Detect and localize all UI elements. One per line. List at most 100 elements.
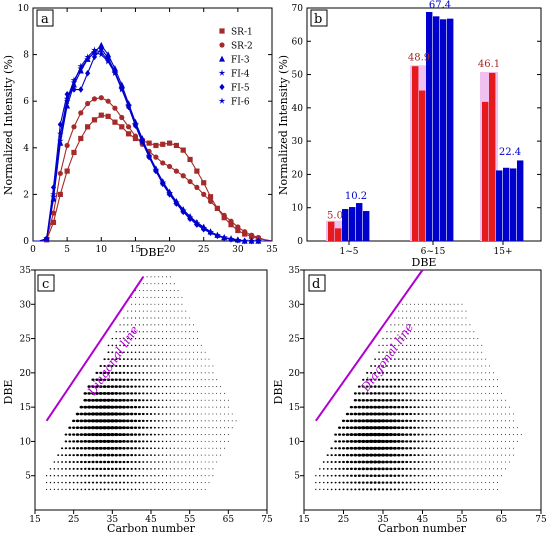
data-point (196, 468, 198, 470)
data-point (465, 317, 467, 319)
data-point (165, 365, 168, 367)
data-point (220, 399, 222, 401)
data-point (102, 405, 107, 409)
data-point (161, 406, 164, 408)
data-point (177, 351, 179, 353)
data-point (461, 454, 463, 456)
panel-d-xtick-label: 75 (535, 515, 547, 525)
data-point (410, 344, 412, 347)
data-point-fi-6 (70, 78, 78, 86)
data-point (177, 385, 179, 388)
data-point (437, 447, 440, 450)
data-point (122, 453, 126, 457)
data-point (449, 317, 451, 319)
data-point (141, 433, 145, 436)
data-point (338, 447, 342, 450)
data-point (386, 331, 388, 333)
data-point (126, 453, 130, 457)
data-point (338, 467, 341, 470)
data-point (118, 446, 122, 450)
data-point (477, 365, 479, 367)
data-point (177, 461, 179, 463)
data-point (134, 454, 137, 457)
data-point (134, 351, 137, 354)
data-point (418, 344, 420, 347)
data-point (489, 461, 491, 463)
data-point (441, 358, 443, 360)
data-point (453, 338, 455, 340)
data-point-sr-2 (64, 142, 70, 149)
data-point (118, 392, 122, 395)
data-point (110, 412, 115, 416)
data-point (357, 474, 361, 477)
data-point (429, 433, 432, 436)
data-point (473, 482, 475, 484)
data-point (204, 461, 206, 463)
data-point (426, 324, 427, 326)
data-point (422, 337, 423, 340)
data-point (405, 433, 409, 436)
data-point (107, 488, 110, 491)
data-point (398, 310, 400, 312)
data-point (161, 433, 164, 436)
data-point (437, 433, 440, 436)
data-point (461, 379, 463, 381)
data-point (102, 398, 107, 402)
data-point (370, 371, 373, 374)
data-point (425, 468, 428, 470)
data-point (437, 379, 439, 381)
data-point (477, 475, 479, 477)
data-point (117, 419, 123, 423)
data-point (405, 453, 409, 457)
data-point (385, 467, 389, 471)
data-point (421, 399, 424, 402)
data-point (193, 358, 194, 360)
data-point (357, 405, 362, 409)
data-point (149, 419, 153, 422)
data-point (110, 426, 115, 430)
data-point (204, 372, 206, 374)
data-point (142, 454, 145, 457)
data-point (505, 454, 506, 456)
data-point (121, 433, 126, 436)
data-point (449, 392, 451, 395)
data-point (397, 392, 401, 395)
data-point-sr-1 (180, 147, 186, 153)
data-point-sr-2 (173, 168, 179, 174)
data-point (392, 419, 397, 423)
data-point (146, 461, 149, 463)
data-point (405, 392, 408, 395)
data-point (125, 426, 130, 430)
data-point (166, 310, 167, 312)
data-point (489, 447, 491, 449)
data-point (189, 331, 191, 333)
data-point (425, 488, 428, 491)
data-point (473, 351, 475, 353)
data-point (131, 296, 133, 298)
series-line-sr-1 (33, 114, 273, 242)
data-point (473, 379, 475, 381)
data-point (365, 474, 369, 477)
data-point (220, 406, 222, 408)
data-point (193, 482, 194, 484)
data-point (501, 475, 502, 477)
data-point (157, 454, 160, 456)
data-point (365, 378, 369, 381)
data-point (445, 399, 447, 401)
data-point (212, 399, 214, 401)
data-point (381, 481, 385, 484)
data-point-sr-1 (187, 156, 193, 163)
bar-sr-2 (489, 72, 496, 242)
data-point (477, 447, 479, 449)
data-point (134, 337, 137, 340)
data-point (421, 378, 424, 381)
data-point (122, 398, 126, 402)
data-point (193, 475, 194, 477)
data-point (457, 427, 459, 429)
data-point (98, 385, 103, 388)
data-point (437, 317, 439, 319)
data-point (185, 379, 187, 381)
data-point (129, 426, 134, 430)
data-point (481, 454, 483, 456)
data-point (481, 447, 483, 449)
